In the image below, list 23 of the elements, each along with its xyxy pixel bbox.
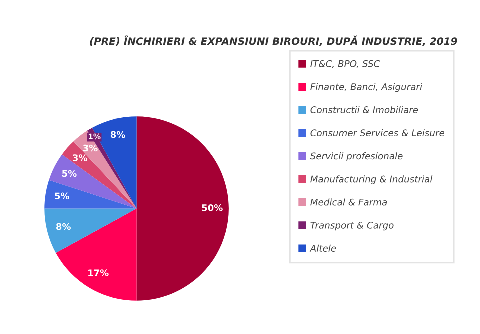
pie-slice xyxy=(44,180,137,209)
pie-slice xyxy=(44,208,137,254)
legend-label: Constructii & Imobiliare xyxy=(310,106,418,114)
data-label: 5% xyxy=(62,170,77,178)
data-label: 8% xyxy=(110,131,126,138)
pie-slice xyxy=(136,116,229,301)
pie-slice xyxy=(49,154,137,209)
chart-title: (PRE) ÎNCHIRIERI & EXPANSIUNI BIROURI, DUPĂ INDUSTRIE, 2019 xyxy=(90,36,458,46)
legend-label: Altele xyxy=(310,244,336,252)
legend-label: Transport & Cargo xyxy=(310,222,394,231)
legend-label: IT&C, BPO, SSC xyxy=(310,60,380,68)
data-label: 5% xyxy=(55,192,70,200)
legend-label: Servicii profesionale xyxy=(310,152,403,162)
legend-label: Consumer Services & Leisure xyxy=(310,129,445,137)
legend-label: Manufacturing & Industrial xyxy=(310,176,433,184)
data-label: 50% xyxy=(202,204,223,212)
data-label: 3% xyxy=(73,154,88,162)
legend-label: Finante, Banci, Asigurari xyxy=(310,83,422,92)
pie-slice xyxy=(56,208,137,301)
data-label: 8% xyxy=(56,223,71,230)
data-label: 3% xyxy=(83,144,98,152)
data-label: 17% xyxy=(88,270,109,276)
legend-label: Medical & Farma xyxy=(310,198,388,206)
